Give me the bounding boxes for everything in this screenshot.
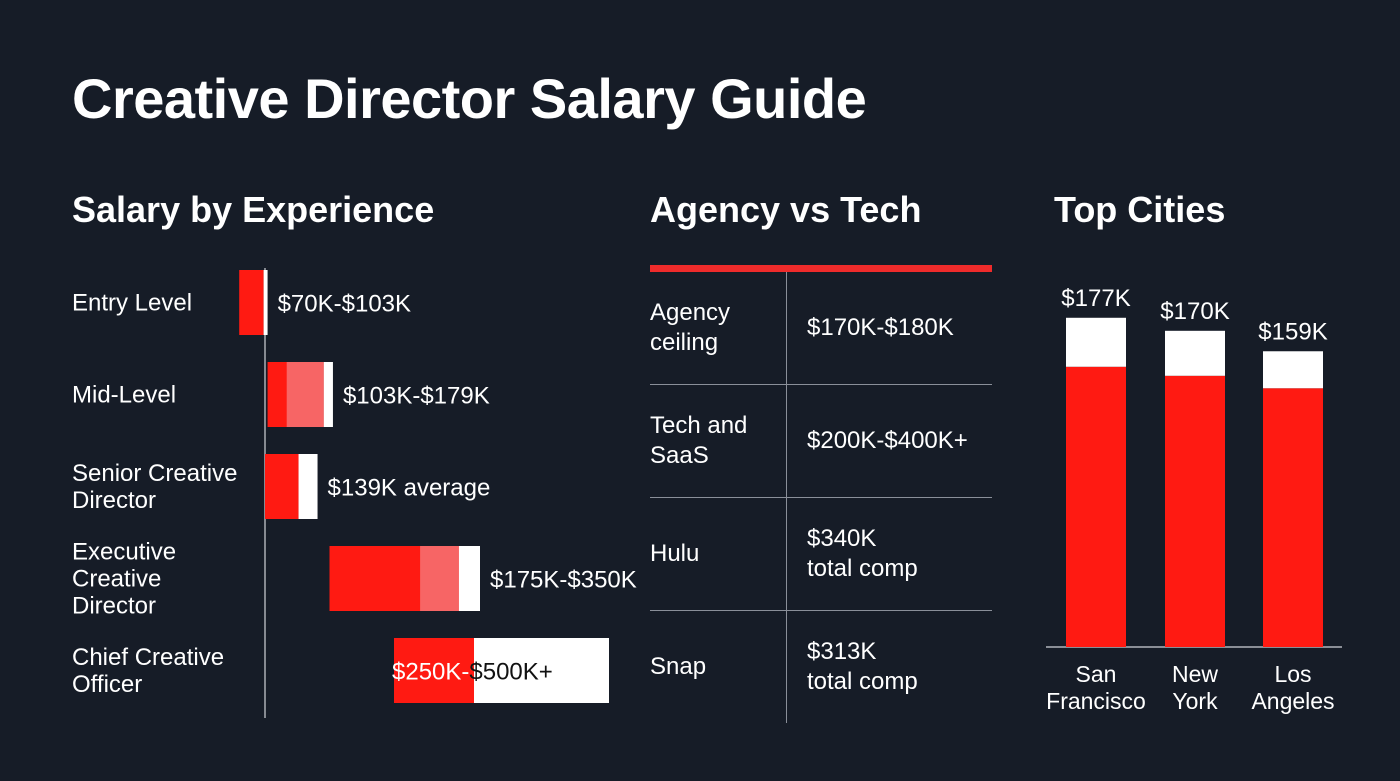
experience-category-label: Entry Level [72, 290, 192, 317]
city-category-line: York [1172, 688, 1218, 714]
page-title: Creative Director Salary Guide [72, 67, 867, 130]
agency-section-title: Agency vs Tech [650, 189, 922, 230]
experience-category-line: Senior Creative [72, 460, 237, 487]
table-row: Hulu $340K total comp [650, 498, 992, 611]
row-value: $340K total comp [807, 525, 918, 582]
experience-bar-highlight [298, 454, 318, 519]
city-category-label: New York [1172, 661, 1218, 714]
city-category-label: San Francisco [1046, 661, 1146, 714]
row-label: Hulu [650, 498, 787, 610]
experience-category-label: Mid-Level [72, 382, 176, 409]
experience-category-label: Senior Creative Director [72, 460, 237, 514]
experience-value-label: $70K-$103K [278, 291, 411, 318]
city-category-line: San [1076, 661, 1117, 687]
city-bar [1066, 366, 1126, 647]
experience-value-label-part: $250K- [392, 659, 469, 686]
table-row: Tech and SaaS $200K-$400K+ [650, 385, 992, 498]
row-value: $200K-$400K+ [807, 427, 968, 454]
experience-category-line: Creative [72, 566, 161, 593]
city-category-line: Francisco [1046, 688, 1146, 714]
city-category-label: Los Angeles [1251, 661, 1334, 714]
city-bar [1263, 388, 1323, 647]
experience-category-line: Officer [72, 671, 142, 698]
experience-bar-highlight [323, 362, 333, 427]
city-value-label: $159K [1258, 318, 1327, 345]
city-category-line: Los [1274, 661, 1311, 687]
experience-category-label: Executive Creative Director [72, 539, 176, 620]
city-value-label: $170K [1160, 298, 1229, 325]
row-label: Snap [650, 611, 787, 723]
table-row: Agency ceiling $170K-$180K [650, 272, 992, 385]
city-value-label: $177K [1061, 285, 1130, 312]
row-value: $170K-$180K [807, 314, 954, 341]
experience-value-label: $250K-$500K+ [392, 659, 553, 686]
experience-category-line: Executive [72, 539, 176, 566]
experience-value-label: $175K-$350K [490, 567, 637, 594]
experience-chart: Entry Level $70K-$103K Mid-Level $103K-$179… [72, 268, 637, 718]
cities-section-title: Top Cities [1054, 189, 1226, 230]
experience-category-line: Mid-Level [72, 382, 176, 409]
experience-category-line: Director [72, 593, 156, 620]
table-row: Snap $313K total comp [650, 611, 992, 723]
experience-bar [265, 454, 299, 519]
experience-bar-highlight [474, 638, 609, 703]
row-value: $313K total comp [807, 638, 918, 695]
city-category-line: New [1172, 661, 1218, 687]
experience-category-line: Chief Creative [72, 644, 224, 671]
agency-vs-tech-table: Agency ceiling $170K-$180K Tech and SaaS… [650, 265, 992, 723]
experience-bar-highlight [458, 546, 480, 611]
row-label: Agency ceiling [650, 272, 787, 384]
experience-section-title: Salary by Experience [72, 189, 435, 230]
city-bar-cap [1165, 330, 1225, 376]
experience-value-label: $139K average [328, 475, 491, 502]
experience-category-line: Entry Level [72, 290, 192, 317]
experience-category-label: Chief Creative Officer [72, 644, 224, 698]
experience-value-label-part: $500K+ [469, 659, 552, 686]
experience-bar-mid-segment [420, 546, 459, 611]
cities-chart: $177K San Francisco $170K New York $159K Los Ang… [1046, 285, 1342, 714]
experience-bar [239, 270, 264, 335]
experience-category-line: Director [72, 487, 156, 514]
experience-bar-highlight [263, 270, 268, 335]
city-bar-cap [1066, 317, 1126, 367]
city-category-line: Angeles [1251, 688, 1334, 714]
city-bar [1165, 375, 1225, 647]
experience-value-label: $103K-$179K [343, 383, 490, 410]
city-bar-cap [1263, 351, 1323, 389]
row-label: Tech and SaaS [650, 385, 787, 497]
table-top-rule [650, 265, 992, 272]
experience-bar-mid-segment [286, 362, 324, 427]
